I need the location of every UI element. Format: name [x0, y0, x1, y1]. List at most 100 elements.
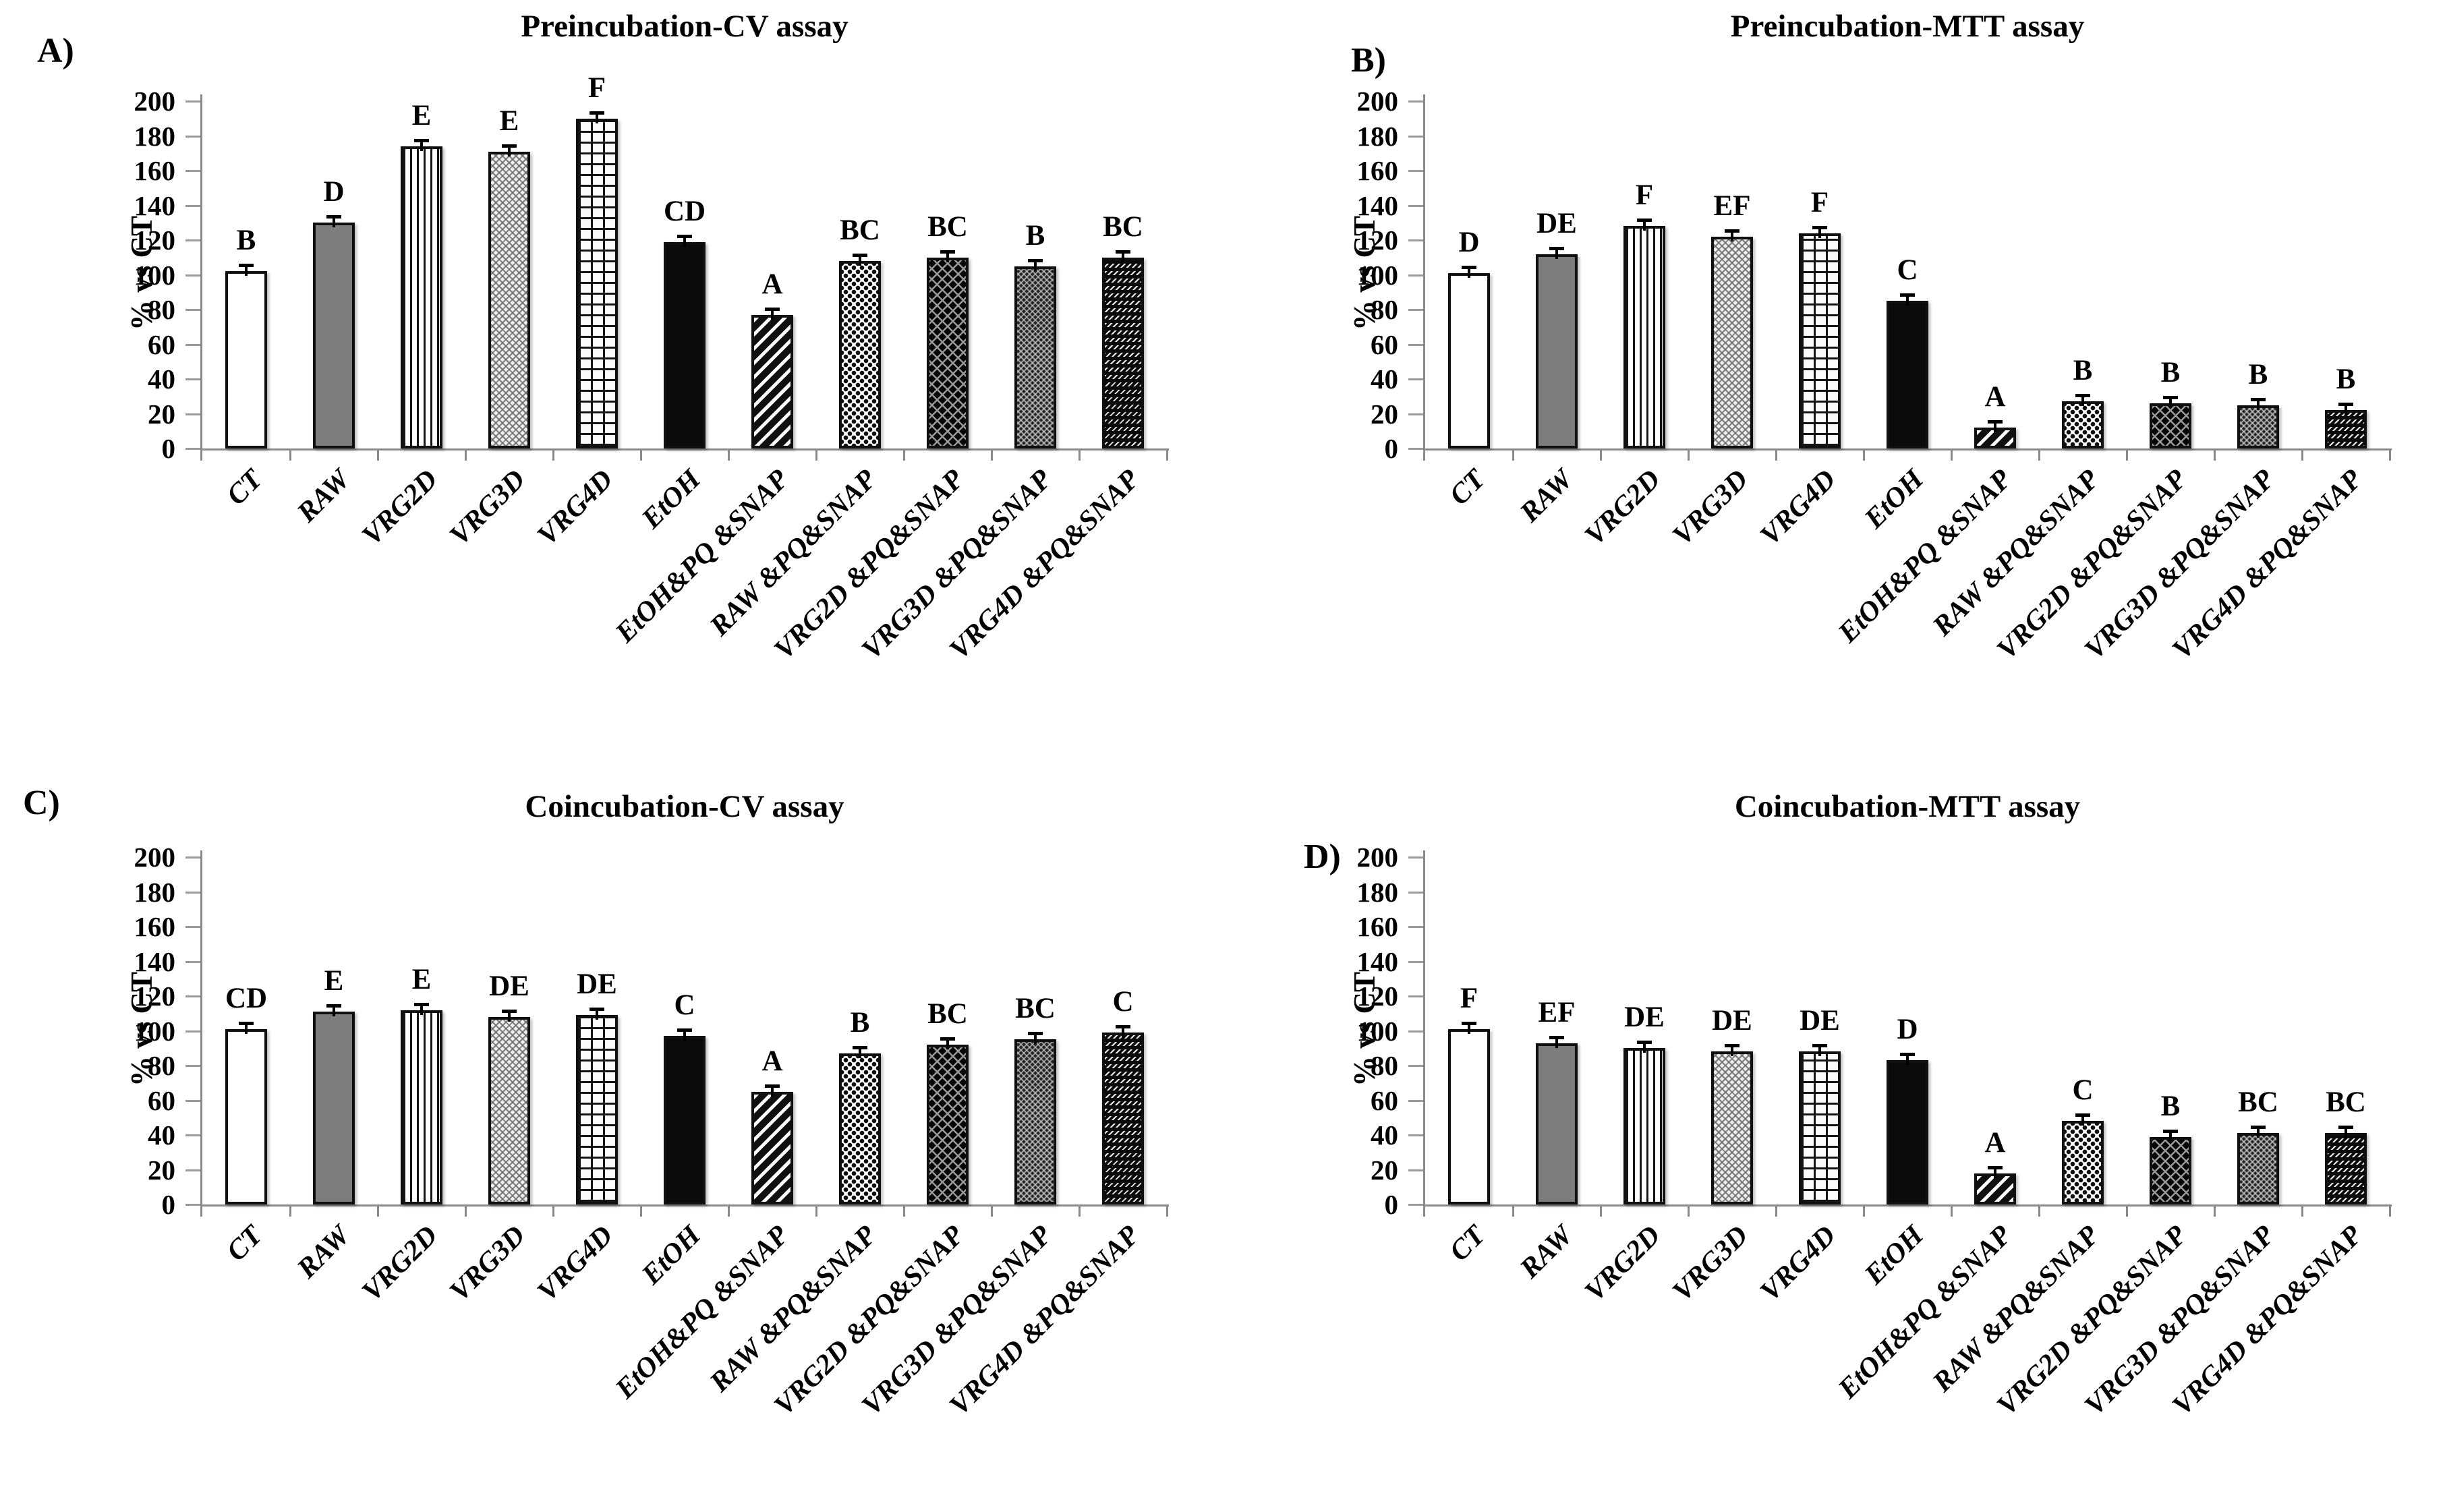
bar-vrg2d	[401, 146, 442, 448]
y-axis-line	[200, 94, 202, 461]
bar-etoh-pq-snap	[751, 314, 793, 448]
y-tick-label: 100	[1356, 259, 1399, 291]
y-tick-mark	[1408, 960, 1423, 963]
x-tick-mark	[2301, 450, 2303, 461]
bar-ct	[1448, 1028, 1490, 1204]
y-tick-mark	[1408, 378, 1423, 380]
bar-etoh	[1887, 301, 1928, 448]
y-tick-mark	[1408, 135, 1423, 138]
x-category-label: RAW	[1514, 1219, 1580, 1285]
error-bar	[1812, 1044, 1827, 1062]
x-category-label: EtOH	[1859, 1219, 1930, 1291]
x-tick-mark	[1078, 450, 1081, 461]
bar-vrg3d-pq-snap	[1014, 1039, 1056, 1204]
y-tick-mark	[1408, 891, 1423, 894]
y-tick-mark	[1408, 926, 1423, 928]
y-tick-mark	[185, 448, 200, 450]
y-tick-label: 160	[1356, 155, 1399, 186]
y-tick-label: 120	[1356, 225, 1399, 256]
x-tick-mark	[2301, 1206, 2303, 1217]
x-tick-mark	[1863, 450, 1865, 461]
x-tick-mark	[289, 1206, 291, 1217]
y-tick-label: 80	[1371, 294, 1398, 325]
panel-letter: C)	[23, 784, 60, 822]
error-bar	[239, 1021, 254, 1039]
significance-letter: BC	[2326, 1086, 2366, 1119]
x-tick-mark	[640, 450, 642, 461]
significance-letter: D	[323, 176, 345, 208]
y-tick-mark	[1408, 1030, 1423, 1033]
x-category-label: RAW &PQ&SNAP	[703, 463, 883, 643]
panel-letter: D)	[1304, 838, 1341, 876]
x-tick-mark	[465, 450, 467, 461]
x-tick-mark	[1512, 450, 1514, 461]
significance-letter: BC	[2238, 1086, 2278, 1119]
significance-letter: B	[1025, 219, 1045, 252]
error-bar	[2338, 403, 2353, 420]
x-category-label: VRG2D	[356, 463, 444, 552]
significance-letter: A	[761, 1045, 783, 1077]
error-bar	[1028, 1032, 1043, 1049]
x-tick-mark	[1775, 1206, 1777, 1217]
significance-letter: DE	[577, 968, 617, 1001]
y-tick-label: 40	[148, 364, 175, 395]
x-axis-line	[200, 1204, 1169, 1206]
significance-letter: EF	[1713, 190, 1751, 222]
y-tick-label: 100	[134, 1015, 176, 1047]
x-tick-mark	[1775, 450, 1777, 461]
significance-letter: C	[1897, 254, 1918, 287]
y-tick-mark	[185, 309, 200, 311]
error-bar	[1116, 250, 1130, 267]
error-bar	[1549, 1035, 1564, 1053]
bar-vrg3d	[488, 1016, 530, 1204]
error-bar	[2163, 396, 2178, 413]
y-tick-label: 0	[1384, 1189, 1399, 1220]
y-tick-label: 0	[161, 1189, 176, 1220]
significance-letter: B	[2160, 357, 2181, 389]
chart-title: Coincubation-MTT assay	[1734, 789, 2081, 824]
x-category-label: VRG4D	[531, 1219, 620, 1308]
significance-letter: A	[1984, 381, 2006, 413]
bar-etoh	[664, 241, 706, 448]
y-tick-label: 80	[1371, 1050, 1398, 1081]
error-bar	[1462, 1021, 1476, 1039]
bar-raw	[1536, 254, 1578, 448]
x-tick-mark	[1951, 1206, 1953, 1217]
y-tick-mark	[185, 995, 200, 997]
bar-raw-pq-snap	[2062, 401, 2104, 448]
y-tick-mark	[185, 135, 200, 138]
significance-letter: EF	[1538, 996, 1576, 1028]
x-category-label: VRG3D	[444, 463, 532, 552]
y-tick-label: 180	[134, 876, 176, 908]
significance-letter: B	[2336, 364, 2356, 396]
error-bar	[2075, 1113, 2090, 1131]
y-tick-label: 120	[1356, 981, 1399, 1012]
x-category-label: RAW	[1514, 463, 1580, 529]
y-tick-mark	[185, 856, 200, 859]
y-tick-label: 80	[148, 294, 175, 325]
x-category-label: EtOH	[1859, 463, 1930, 535]
significance-letter: B	[2160, 1090, 2181, 1122]
y-tick-label: 100	[134, 259, 176, 291]
significance-letter: C	[2072, 1074, 2094, 1107]
x-category-label: VRG4D	[1754, 463, 1843, 552]
y-tick-mark	[1408, 309, 1423, 311]
y-tick-label: 40	[1371, 364, 1398, 395]
x-tick-mark	[815, 1206, 817, 1217]
error-bar	[326, 1004, 341, 1022]
y-tick-label: 20	[148, 398, 175, 430]
y-tick-mark	[185, 1065, 200, 1067]
bar-vrg2d-pq-snap	[2150, 1136, 2191, 1204]
y-tick-mark	[1408, 1134, 1423, 1136]
error-bar	[1988, 1165, 2003, 1183]
x-tick-mark	[2214, 450, 2216, 461]
x-tick-mark	[465, 1206, 467, 1217]
error-bar	[1637, 1041, 1652, 1058]
error-bar	[853, 1045, 867, 1063]
y-tick-mark	[1408, 1099, 1423, 1102]
y-tick-label: 180	[134, 120, 176, 152]
significance-letter: CD	[225, 982, 268, 1014]
x-category-label: RAW	[291, 1219, 357, 1285]
x-category-label: RAW &PQ&SNAP	[1926, 1219, 2106, 1399]
error-bar	[2251, 397, 2266, 415]
